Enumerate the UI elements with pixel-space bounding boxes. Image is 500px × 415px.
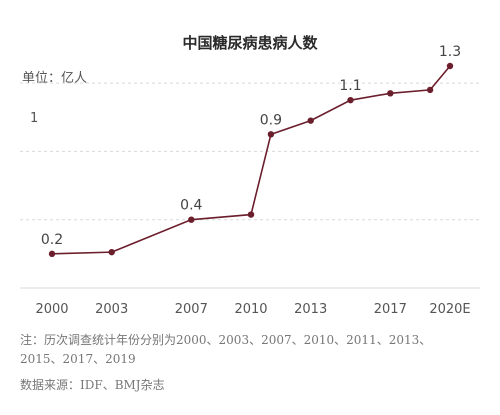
data-point — [108, 248, 115, 256]
source-note: 数据来源：IDF、BMJ杂志 — [20, 378, 165, 392]
x-tick-label: 2000 — [35, 302, 68, 317]
data-point — [347, 96, 354, 104]
x-tick-label: 2007 — [175, 302, 208, 317]
data-label: 0.9 — [260, 112, 282, 128]
data-point — [247, 211, 255, 218]
x-tick-label: 2020E — [429, 302, 470, 317]
line-chart: 中国糖尿病患病人数 单位：亿人 1 2000 2003 2007 2010 2013 20… — [20, 34, 480, 317]
series-path — [51, 65, 451, 255]
series-points — [48, 62, 454, 258]
data-point — [426, 86, 434, 94]
y-tick-label: 1 — [30, 111, 38, 126]
x-axis-ticks: 2000 2003 2007 2010 2013 2017 2020E — [35, 302, 470, 317]
data-point — [267, 131, 275, 138]
data-label: 1.3 — [439, 44, 461, 60]
series-line — [51, 65, 451, 255]
footnote-line-1: 注：历次调查统计年份分别为2000、2003、2007、2010、2011、20… — [20, 333, 432, 347]
x-tick-label: 2017 — [374, 302, 407, 317]
x-tick-label: 2013 — [294, 302, 327, 317]
data-point — [387, 90, 394, 97]
data-point — [188, 216, 195, 223]
x-tick-label: 2003 — [95, 302, 128, 317]
data-point — [446, 62, 454, 70]
footnote-line-2: 2015、2017、2019 — [20, 352, 136, 366]
y-axis-ticks: 1 — [30, 111, 38, 126]
data-label: 0.4 — [180, 198, 202, 214]
chart-title: 中国糖尿病患病人数 — [182, 34, 318, 52]
x-tick-label: 2010 — [234, 302, 267, 317]
data-label: 0.2 — [41, 232, 63, 248]
data-label: 1.1 — [339, 78, 361, 94]
data-point — [307, 117, 314, 124]
data-labels: 0.2 0.4 0.9 1.1 1.3 — [41, 44, 461, 248]
data-point — [48, 250, 56, 258]
unit-label: 单位：亿人 — [22, 71, 87, 86]
gridlines — [20, 82, 480, 289]
